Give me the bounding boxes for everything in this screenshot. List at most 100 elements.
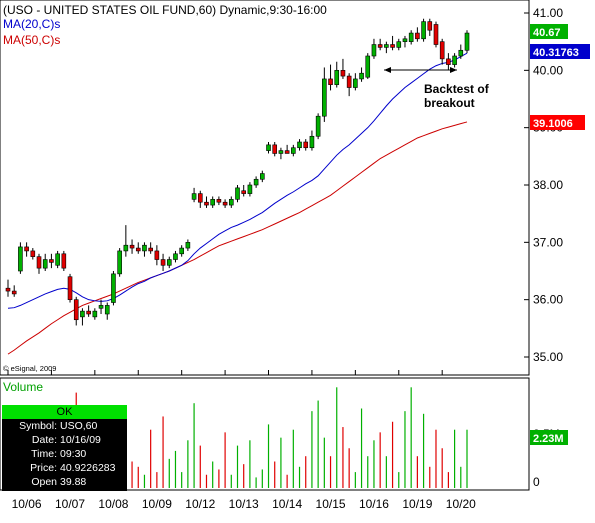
- y-tick-label: 35.00: [533, 350, 563, 364]
- dw-label: Date:: [31, 434, 57, 446]
- candle-body: [191, 193, 197, 200]
- annotation-line1: Backtest of: [424, 82, 490, 96]
- watermark: © eSignal, 2009: [3, 364, 56, 373]
- candle-body: [235, 187, 240, 200]
- candle-body: [92, 310, 98, 318]
- price-panel-frame: [0, 0, 530, 376]
- candle-body: [73, 299, 79, 321]
- x-tick-label: 10/09: [142, 497, 172, 511]
- candle-body: [297, 141, 302, 149]
- candle-body: [253, 178, 259, 186]
- annotation-line2: breakout: [424, 96, 475, 110]
- candle-body: [433, 24, 439, 45]
- annotation-arrow-left: [384, 67, 391, 73]
- candle-body: [309, 135, 315, 149]
- ma50-tag-bg: [530, 115, 585, 130]
- candle-body: [427, 21, 433, 31]
- candle-body: [284, 150, 290, 154]
- candle-body: [49, 259, 54, 263]
- candle-body: [210, 199, 215, 206]
- data-window-status[interactable]: OK: [2, 405, 127, 419]
- candle-body: [30, 250, 36, 257]
- candle-body: [415, 32, 420, 40]
- candle-body: [160, 259, 166, 266]
- dw-value: 40.9226283: [60, 462, 116, 474]
- y-tick-label: 36.00: [533, 293, 563, 307]
- candle-body: [353, 78, 358, 88]
- dw-value: 39.88: [60, 476, 87, 488]
- candle-body: [42, 259, 48, 269]
- candle-body: [216, 199, 222, 203]
- candle-body: [117, 250, 122, 275]
- volume-zero-label: 0: [533, 475, 540, 489]
- candle-body: [228, 199, 234, 206]
- candle-body: [278, 150, 284, 154]
- candle-body: [464, 32, 470, 51]
- candle-body: [458, 49, 464, 57]
- dw-value: 09:30: [60, 448, 87, 460]
- dw-value: 10/16/09: [60, 434, 101, 446]
- candle-body: [359, 72, 364, 80]
- x-tick-label: 10/13: [229, 497, 259, 511]
- candle-body: [315, 115, 321, 137]
- candle-body: [365, 55, 371, 78]
- candle-body: [346, 75, 352, 88]
- candle-body: [204, 201, 209, 206]
- candle-body: [24, 246, 29, 252]
- y-tick-label: 37.00: [533, 235, 563, 249]
- ma50-tag: 39.1006: [530, 115, 585, 130]
- candle-body: [104, 305, 110, 315]
- candle-body: [111, 273, 116, 303]
- annotation-arrow-right: [450, 67, 457, 73]
- dw-label: Symbol:: [19, 420, 57, 432]
- x-tick-label: 10/06: [12, 497, 42, 511]
- x-tick-label: 10/16: [359, 497, 389, 511]
- data-window-row: Symbol: USO,60: [2, 419, 127, 433]
- candle-body: [179, 247, 184, 255]
- ma50-polyline: [7, 121, 468, 355]
- ma20-tag-text: 40.31763: [533, 47, 579, 59]
- x-axis-ticks: 10/06 10/07 10/08 10/09 10/12 10/13 10/14 10/15…: [7, 370, 476, 511]
- candle-body: [384, 44, 389, 48]
- ma20-polyline: [7, 52, 468, 309]
- last-price-tag-bg: [530, 24, 568, 39]
- ma50-line: [7, 121, 468, 355]
- y-tick-label: 38.00: [533, 178, 563, 192]
- chart-title: (USO - UNITED STATES OIL FUND,60) Dynami…: [3, 3, 327, 17]
- x-tick-label: 10/08: [98, 497, 128, 511]
- candle-body: [129, 244, 135, 249]
- data-window: OK Symbol: USO,60 Date: 10/16/09 Time: 0…: [2, 405, 127, 491]
- volume-last-tag-text: 2.23M: [533, 433, 564, 445]
- candle-body: [197, 193, 203, 203]
- candle-body: [154, 250, 160, 260]
- candle-body: [5, 287, 11, 292]
- x-tick-label: 10/19: [402, 497, 432, 511]
- last-price-tag: 40.67: [530, 24, 568, 39]
- candle-body: [247, 184, 253, 194]
- candle-body: [446, 58, 451, 65]
- candle-body: [185, 242, 191, 249]
- dw-value: USO,60: [60, 420, 98, 432]
- candle-body: [402, 38, 408, 42]
- data-window-row: Price: 40.9226283: [2, 461, 127, 475]
- candle-body: [334, 70, 340, 85]
- candle-body: [142, 244, 147, 252]
- candle-body: [408, 32, 414, 42]
- candle-body: [241, 190, 247, 194]
- candle-body: [421, 21, 426, 40]
- candle-body: [166, 259, 172, 266]
- x-tick-label: 10/12: [185, 497, 215, 511]
- volume-last-tag-bg: [530, 430, 568, 445]
- candle-body: [272, 144, 278, 154]
- candles: [5, 18, 470, 326]
- ma20-tag-bg: [530, 44, 590, 59]
- volume-title: Volume: [3, 380, 43, 394]
- candle-body: [291, 147, 296, 154]
- candle-body: [86, 310, 91, 315]
- x-tick-label: 10/15: [316, 497, 346, 511]
- candle-body: [303, 141, 309, 149]
- candle-body: [135, 247, 141, 252]
- x-tick-label: 10/14: [272, 497, 302, 511]
- data-window-row: Time: 09:30: [2, 447, 127, 461]
